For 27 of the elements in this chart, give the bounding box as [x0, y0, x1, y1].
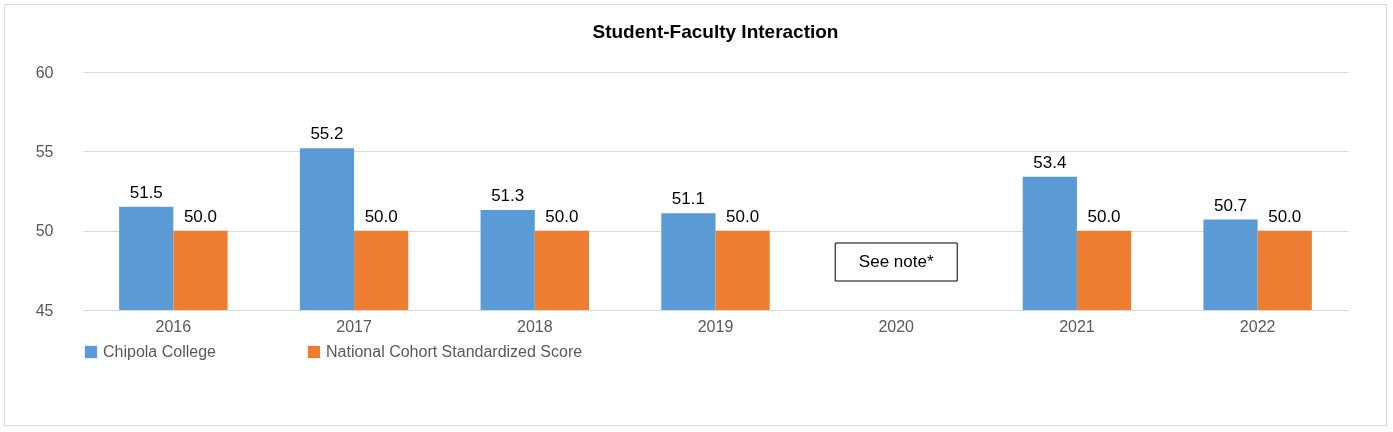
data-label: 50.0: [364, 206, 398, 226]
x-tick-label: 2017: [336, 317, 372, 335]
data-label: 51.5: [129, 182, 163, 202]
data-label: 50.0: [1087, 206, 1121, 226]
data-label: 50.7: [1213, 195, 1248, 215]
chart-title: Student-Faculty Interaction: [592, 21, 839, 42]
data-label: 50.0: [183, 206, 218, 226]
y-tick-label: 50: [35, 222, 54, 240]
data-label: 50.0: [545, 206, 579, 226]
x-tick-label: 2019: [697, 317, 734, 335]
data-label: 50.0: [1268, 206, 1302, 226]
x-tick-label: 2022: [1239, 317, 1276, 335]
data-label: 51.3: [491, 186, 525, 206]
x-tick-label: 2018: [516, 317, 553, 335]
x-tick-label: 2021: [1059, 317, 1095, 335]
y-tick-label: 55: [35, 142, 54, 160]
legend-label: National Cohort Standardized Score: [326, 343, 583, 360]
x-tick-label: 2016: [155, 317, 192, 335]
annotation: See note*: [858, 252, 934, 271]
x-tick-label: 2020: [878, 317, 915, 335]
y-tick-label: 60: [35, 63, 54, 81]
y-tick-label: 45: [35, 301, 54, 319]
data-label: 53.4: [1033, 152, 1067, 172]
legend-label: Chipola College: [103, 343, 217, 360]
data-label: 55.2: [310, 124, 344, 144]
data-label: 50.0: [726, 206, 760, 226]
data-label: 51.1: [671, 189, 705, 209]
